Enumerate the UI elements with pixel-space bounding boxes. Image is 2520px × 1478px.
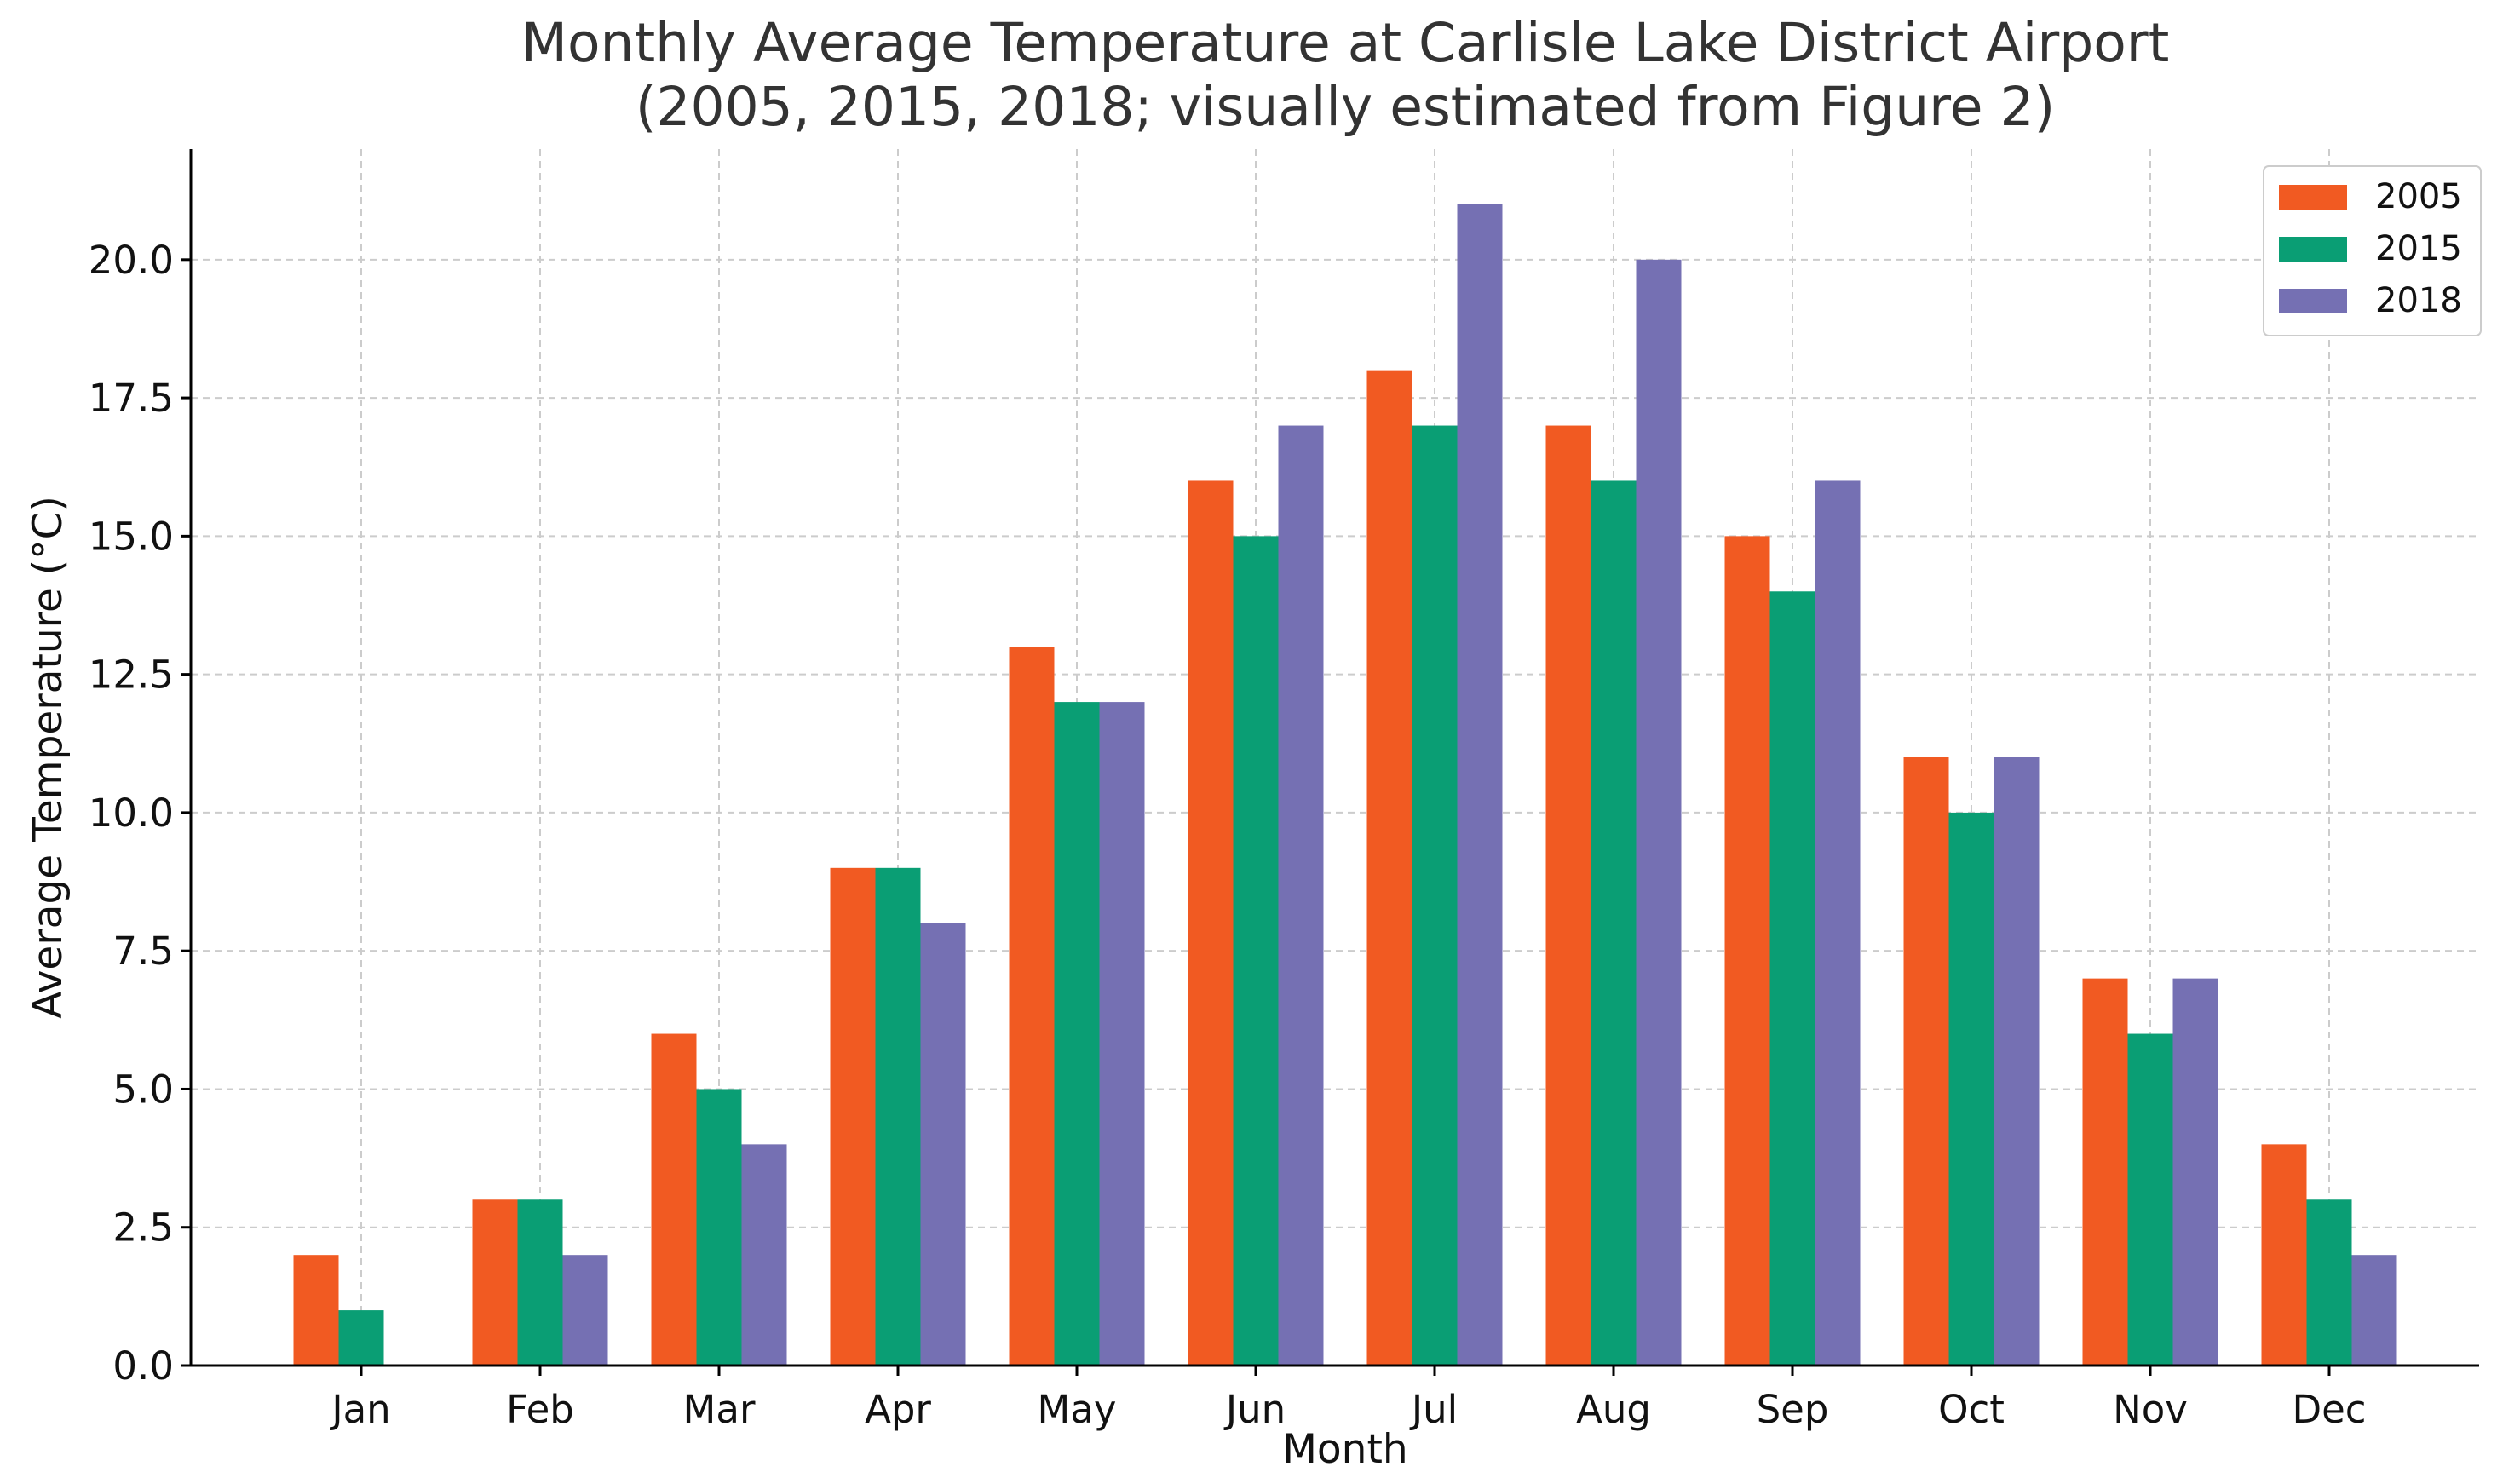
- x-tick-label: Apr: [865, 1387, 931, 1432]
- bar-2015-may: [1054, 702, 1100, 1366]
- x-tick-label: Jan: [329, 1387, 390, 1432]
- x-axis-label: Month: [1282, 1426, 1407, 1473]
- bar-2015-feb: [517, 1199, 563, 1366]
- x-tick-label: Jun: [1223, 1387, 1286, 1432]
- bar-2015-dec: [2306, 1199, 2352, 1366]
- bar-2015-sep: [1769, 591, 1815, 1366]
- y-tick-labels: 0.0 2.5 5.0 7.5 10.0 12.5 15.0 17.5 20.0: [89, 238, 174, 1389]
- bar-2018-nov: [2172, 978, 2218, 1366]
- bar-2005-jun: [1188, 480, 1234, 1366]
- bar-2005-aug: [1545, 425, 1591, 1366]
- x-tick-label: Nov: [2113, 1387, 2188, 1432]
- y-tick-label: 20.0: [89, 238, 174, 283]
- bar-2018-feb: [562, 1255, 608, 1366]
- bar-2015-mar: [696, 1089, 742, 1366]
- bar-2015-jul: [1412, 425, 1458, 1366]
- legend-swatch-2005: [2279, 185, 2347, 210]
- bars: [293, 204, 2397, 1366]
- bar-2015-jun: [1233, 536, 1279, 1366]
- bar-2018-apr: [920, 923, 966, 1366]
- y-tick-label: 5.0: [112, 1067, 174, 1112]
- legend-label-2015: 2015: [2375, 229, 2462, 268]
- legend-label-2005: 2005: [2375, 177, 2462, 216]
- bar-2005-feb: [472, 1199, 518, 1366]
- x-tick-label: Sep: [1757, 1387, 1829, 1432]
- bar-2005-nov: [2082, 978, 2128, 1366]
- y-tick-label: 10.0: [89, 791, 174, 836]
- bar-2005-jul: [1366, 370, 1412, 1366]
- bar-2005-oct: [1903, 757, 1949, 1366]
- bar-2005-apr: [830, 867, 876, 1366]
- y-tick-label: 17.5: [89, 376, 174, 421]
- y-tick-label: 15.0: [89, 514, 174, 559]
- bar-2018-dec: [2351, 1255, 2397, 1366]
- bar-2018-jun: [1278, 425, 1324, 1366]
- x-tick-label: Jul: [1409, 1387, 1458, 1432]
- bar-2015-jan: [338, 1310, 384, 1366]
- y-tick-label: 7.5: [112, 929, 174, 974]
- x-tick-label: Dec: [2292, 1387, 2366, 1432]
- bar-2015-aug: [1591, 480, 1637, 1366]
- legend-items: 2005 2015 2018: [2279, 177, 2462, 320]
- y-tick-label: 2.5: [112, 1205, 174, 1251]
- x-tick-label: Aug: [1576, 1387, 1651, 1432]
- axes: [181, 149, 2479, 1376]
- bar-2005-sep: [1724, 536, 1770, 1366]
- bar-2015-oct: [1948, 812, 1994, 1366]
- y-axis-label: Average Temperature (°C): [25, 496, 72, 1019]
- bar-2018-mar: [741, 1144, 787, 1366]
- x-tick-label: Mar: [683, 1387, 756, 1432]
- legend-swatch-2015: [2279, 237, 2347, 262]
- y-tick-label: 0.0: [112, 1343, 174, 1389]
- bar-2005-dec: [2261, 1144, 2307, 1366]
- legend-label-2018: 2018: [2375, 281, 2462, 320]
- bar-2018-sep: [1815, 480, 1861, 1366]
- bar-2015-apr: [875, 867, 921, 1366]
- x-tick-label: May: [1037, 1387, 1116, 1432]
- chart-title: Monthly Average Temperature at Carlisle …: [521, 12, 2170, 74]
- bar-2018-aug: [1636, 259, 1682, 1366]
- y-tick-label: 12.5: [89, 653, 174, 698]
- x-tick-label: Oct: [1938, 1387, 2005, 1432]
- bar-2005-jan: [293, 1255, 339, 1366]
- bar-2018-jul: [1457, 204, 1503, 1366]
- bar-2015-nov: [2127, 1033, 2173, 1366]
- legend-swatch-2018: [2279, 289, 2347, 313]
- x-tick-label: Feb: [506, 1387, 574, 1432]
- bar-2018-oct: [1994, 757, 2040, 1366]
- bar-2018-may: [1099, 702, 1145, 1366]
- chart-subtitle: (2005, 2015, 2018; visually estimated fr…: [636, 76, 2055, 138]
- bar-2005-mar: [651, 1033, 697, 1366]
- legend: 2005 2015 2018: [2263, 165, 2482, 336]
- x-tick-labels: Jan Feb Mar Apr May Jun Jul Aug Sep Oct Nov Dec: [329, 1387, 2366, 1432]
- bar-2005-may: [1009, 647, 1055, 1366]
